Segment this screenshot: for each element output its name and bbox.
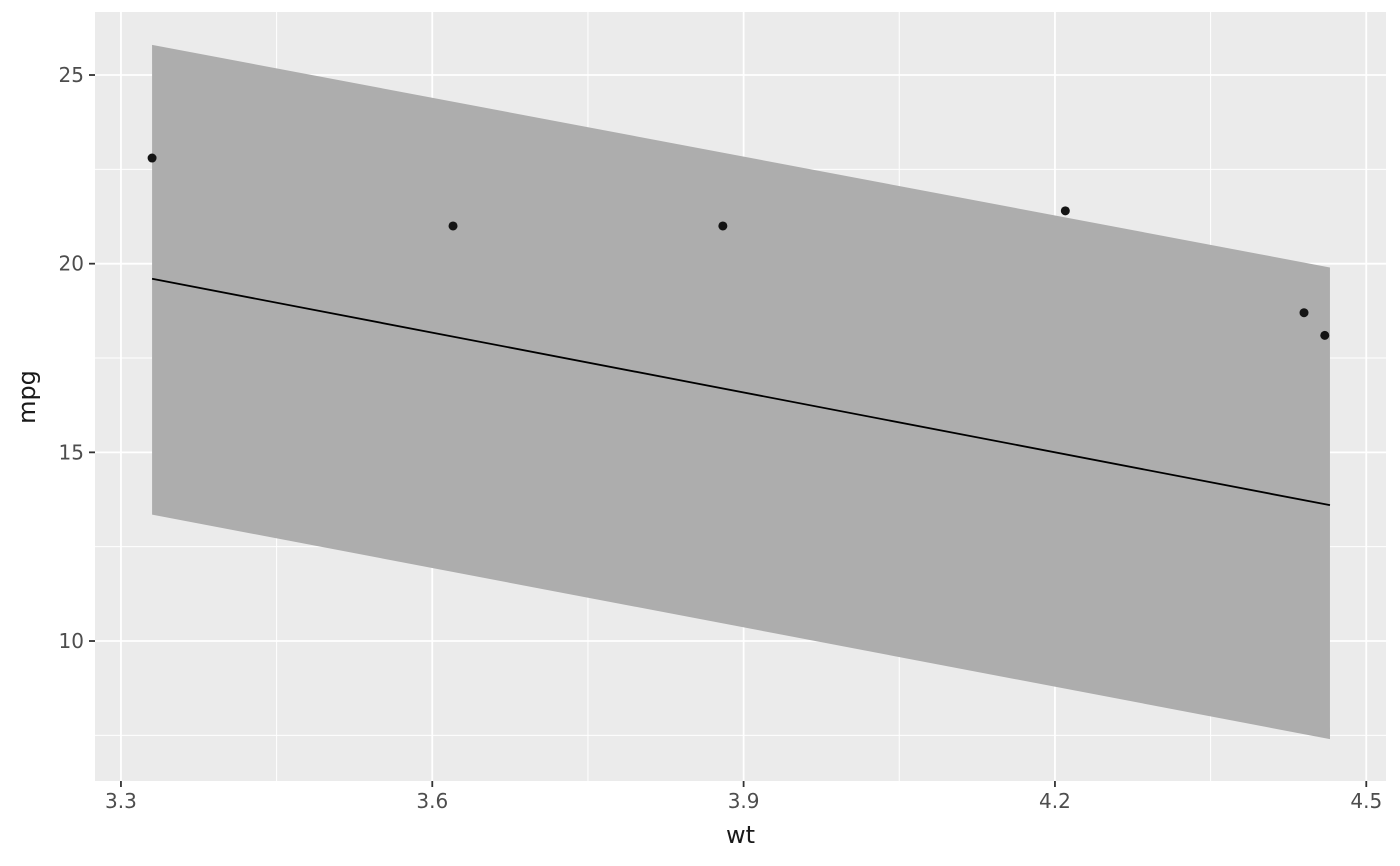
x-tick-label: 3.9 [728, 789, 760, 813]
y-tick-label: 25 [59, 63, 84, 87]
data-point [1320, 330, 1330, 340]
x-axis-title: wt [725, 821, 756, 849]
data-point [1299, 308, 1309, 318]
y-tick-label: 10 [59, 629, 84, 653]
y-tick-label: 20 [59, 252, 84, 276]
data-point [1060, 206, 1070, 216]
data-point [147, 153, 157, 163]
x-tick-label: 3.3 [105, 789, 137, 813]
data-point [448, 221, 458, 231]
x-tick-label: 3.6 [416, 789, 448, 813]
y-tick-label: 15 [59, 440, 84, 464]
data-point [718, 221, 728, 231]
y-axis-title: mpg [13, 370, 41, 424]
regression-line [151, 277, 1331, 507]
x-tick-label: 4.2 [1039, 789, 1071, 813]
x-tick-label: 4.5 [1350, 789, 1382, 813]
